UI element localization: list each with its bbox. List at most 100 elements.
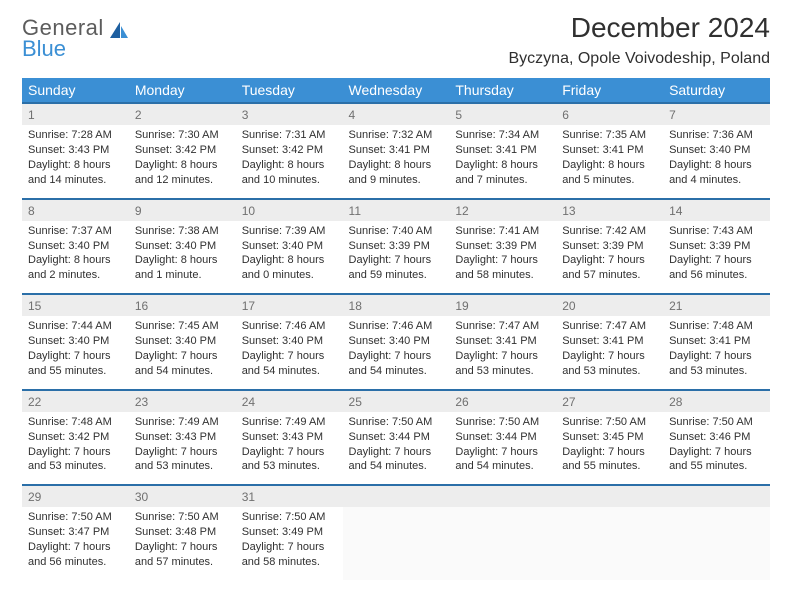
sunrise-label: Sunrise: [562, 129, 605, 141]
sunrise-value: 7:50 AM [499, 416, 539, 428]
weekday-header: Thursday [449, 78, 556, 103]
sunrise-label: Sunrise: [28, 320, 71, 332]
weekday-header: Saturday [663, 78, 770, 103]
sunset-value: 3:43 PM [68, 144, 109, 156]
sunset-value: 3:39 PM [496, 240, 537, 252]
sunset-label: Sunset: [242, 526, 282, 538]
daylight-label: Daylight: [242, 254, 288, 266]
sunrise-value: 7:40 AM [392, 225, 432, 237]
brand-text: General Blue [22, 18, 104, 60]
sunrise-value: 7:30 AM [178, 129, 218, 141]
day-number-cell: 23 [129, 390, 236, 412]
calendar-body: 1234567Sunrise: 7:28 AMSunset: 3:43 PMDa… [22, 103, 770, 580]
sunset-value: 3:42 PM [68, 431, 109, 443]
day-detail-cell: Sunrise: 7:50 AMSunset: 3:47 PMDaylight:… [22, 507, 129, 579]
sunrise-value: 7:49 AM [285, 416, 325, 428]
sunset-label: Sunset: [455, 335, 495, 347]
day-detail-cell: Sunrise: 7:50 AMSunset: 3:49 PMDaylight:… [236, 507, 343, 579]
sunset-value: 3:43 PM [282, 431, 323, 443]
weekday-header: Monday [129, 78, 236, 103]
weekday-header: Sunday [22, 78, 129, 103]
sunrise-value: 7:38 AM [178, 225, 218, 237]
day-detail-row: Sunrise: 7:50 AMSunset: 3:47 PMDaylight:… [22, 507, 770, 579]
day-detail-row: Sunrise: 7:44 AMSunset: 3:40 PMDaylight:… [22, 316, 770, 389]
sunset-label: Sunset: [242, 431, 282, 443]
sunset-label: Sunset: [562, 431, 602, 443]
sunset-label: Sunset: [135, 335, 175, 347]
sunset-value: 3:40 PM [175, 240, 216, 252]
daylight-label: Daylight: [28, 254, 74, 266]
sunset-value: 3:40 PM [175, 335, 216, 347]
sunset-label: Sunset: [28, 240, 68, 252]
day-number-cell: 21 [663, 294, 770, 316]
sunrise-label: Sunrise: [28, 416, 71, 428]
sunset-label: Sunset: [669, 240, 709, 252]
day-detail-cell: Sunrise: 7:47 AMSunset: 3:41 PMDaylight:… [449, 316, 556, 389]
sunset-label: Sunset: [242, 335, 282, 347]
sunset-label: Sunset: [349, 240, 389, 252]
sunrise-label: Sunrise: [455, 416, 498, 428]
sunrise-value: 7:46 AM [285, 320, 325, 332]
sunset-label: Sunset: [455, 240, 495, 252]
sunrise-label: Sunrise: [349, 320, 392, 332]
sunset-value: 3:49 PM [282, 526, 323, 538]
daylight-label: Daylight: [349, 446, 395, 458]
sunset-label: Sunset: [455, 431, 495, 443]
sunrise-value: 7:41 AM [499, 225, 539, 237]
sunrise-label: Sunrise: [242, 320, 285, 332]
day-number-row: 22232425262728 [22, 390, 770, 412]
daylight-label: Daylight: [669, 254, 715, 266]
sunrise-value: 7:50 AM [71, 511, 111, 523]
sunrise-value: 7:36 AM [712, 129, 752, 141]
daylight-label: Daylight: [135, 446, 181, 458]
day-detail-cell: Sunrise: 7:32 AMSunset: 3:41 PMDaylight:… [343, 125, 450, 198]
sunset-label: Sunset: [135, 431, 175, 443]
day-detail-cell: Sunrise: 7:35 AMSunset: 3:41 PMDaylight:… [556, 125, 663, 198]
daylight-label: Daylight: [349, 159, 395, 171]
sunrise-label: Sunrise: [669, 416, 712, 428]
sunset-label: Sunset: [349, 431, 389, 443]
sunset-value: 3:40 PM [68, 335, 109, 347]
day-number-cell: 31 [236, 485, 343, 507]
sunset-value: 3:41 PM [496, 335, 537, 347]
sunset-value: 3:40 PM [389, 335, 430, 347]
daylight-label: Daylight: [562, 254, 608, 266]
day-detail-cell [556, 507, 663, 579]
sunset-label: Sunset: [562, 335, 602, 347]
sunset-value: 3:41 PM [709, 335, 750, 347]
day-number-cell: 14 [663, 199, 770, 221]
sunrise-value: 7:31 AM [285, 129, 325, 141]
day-number-row: 293031 [22, 485, 770, 507]
daylight-label: Daylight: [349, 350, 395, 362]
sunset-label: Sunset: [349, 335, 389, 347]
day-detail-cell [449, 507, 556, 579]
sunset-label: Sunset: [455, 144, 495, 156]
sunset-value: 3:41 PM [389, 144, 430, 156]
sunrise-label: Sunrise: [242, 511, 285, 523]
sunset-label: Sunset: [669, 335, 709, 347]
daylight-label: Daylight: [28, 350, 74, 362]
brand-logo: General Blue [22, 12, 130, 60]
sunrise-label: Sunrise: [135, 416, 178, 428]
day-detail-cell: Sunrise: 7:42 AMSunset: 3:39 PMDaylight:… [556, 221, 663, 294]
day-number-cell: 22 [22, 390, 129, 412]
day-number-cell: 7 [663, 103, 770, 125]
day-detail-cell: Sunrise: 7:50 AMSunset: 3:45 PMDaylight:… [556, 412, 663, 485]
sunrise-label: Sunrise: [28, 511, 71, 523]
day-detail-row: Sunrise: 7:37 AMSunset: 3:40 PMDaylight:… [22, 221, 770, 294]
sunset-value: 3:40 PM [68, 240, 109, 252]
day-detail-cell: Sunrise: 7:39 AMSunset: 3:40 PMDaylight:… [236, 221, 343, 294]
sunrise-label: Sunrise: [28, 129, 71, 141]
weekday-header: Wednesday [343, 78, 450, 103]
day-detail-cell: Sunrise: 7:47 AMSunset: 3:41 PMDaylight:… [556, 316, 663, 389]
sunset-label: Sunset: [135, 144, 175, 156]
day-detail-cell: Sunrise: 7:28 AMSunset: 3:43 PMDaylight:… [22, 125, 129, 198]
day-detail-cell: Sunrise: 7:40 AMSunset: 3:39 PMDaylight:… [343, 221, 450, 294]
day-detail-cell: Sunrise: 7:50 AMSunset: 3:44 PMDaylight:… [343, 412, 450, 485]
month-title: December 2024 [509, 12, 771, 44]
sunrise-value: 7:49 AM [178, 416, 218, 428]
sunrise-value: 7:50 AM [178, 511, 218, 523]
sunrise-value: 7:47 AM [499, 320, 539, 332]
weekday-header-row: SundayMondayTuesdayWednesdayThursdayFrid… [22, 78, 770, 103]
sunset-value: 3:39 PM [389, 240, 430, 252]
